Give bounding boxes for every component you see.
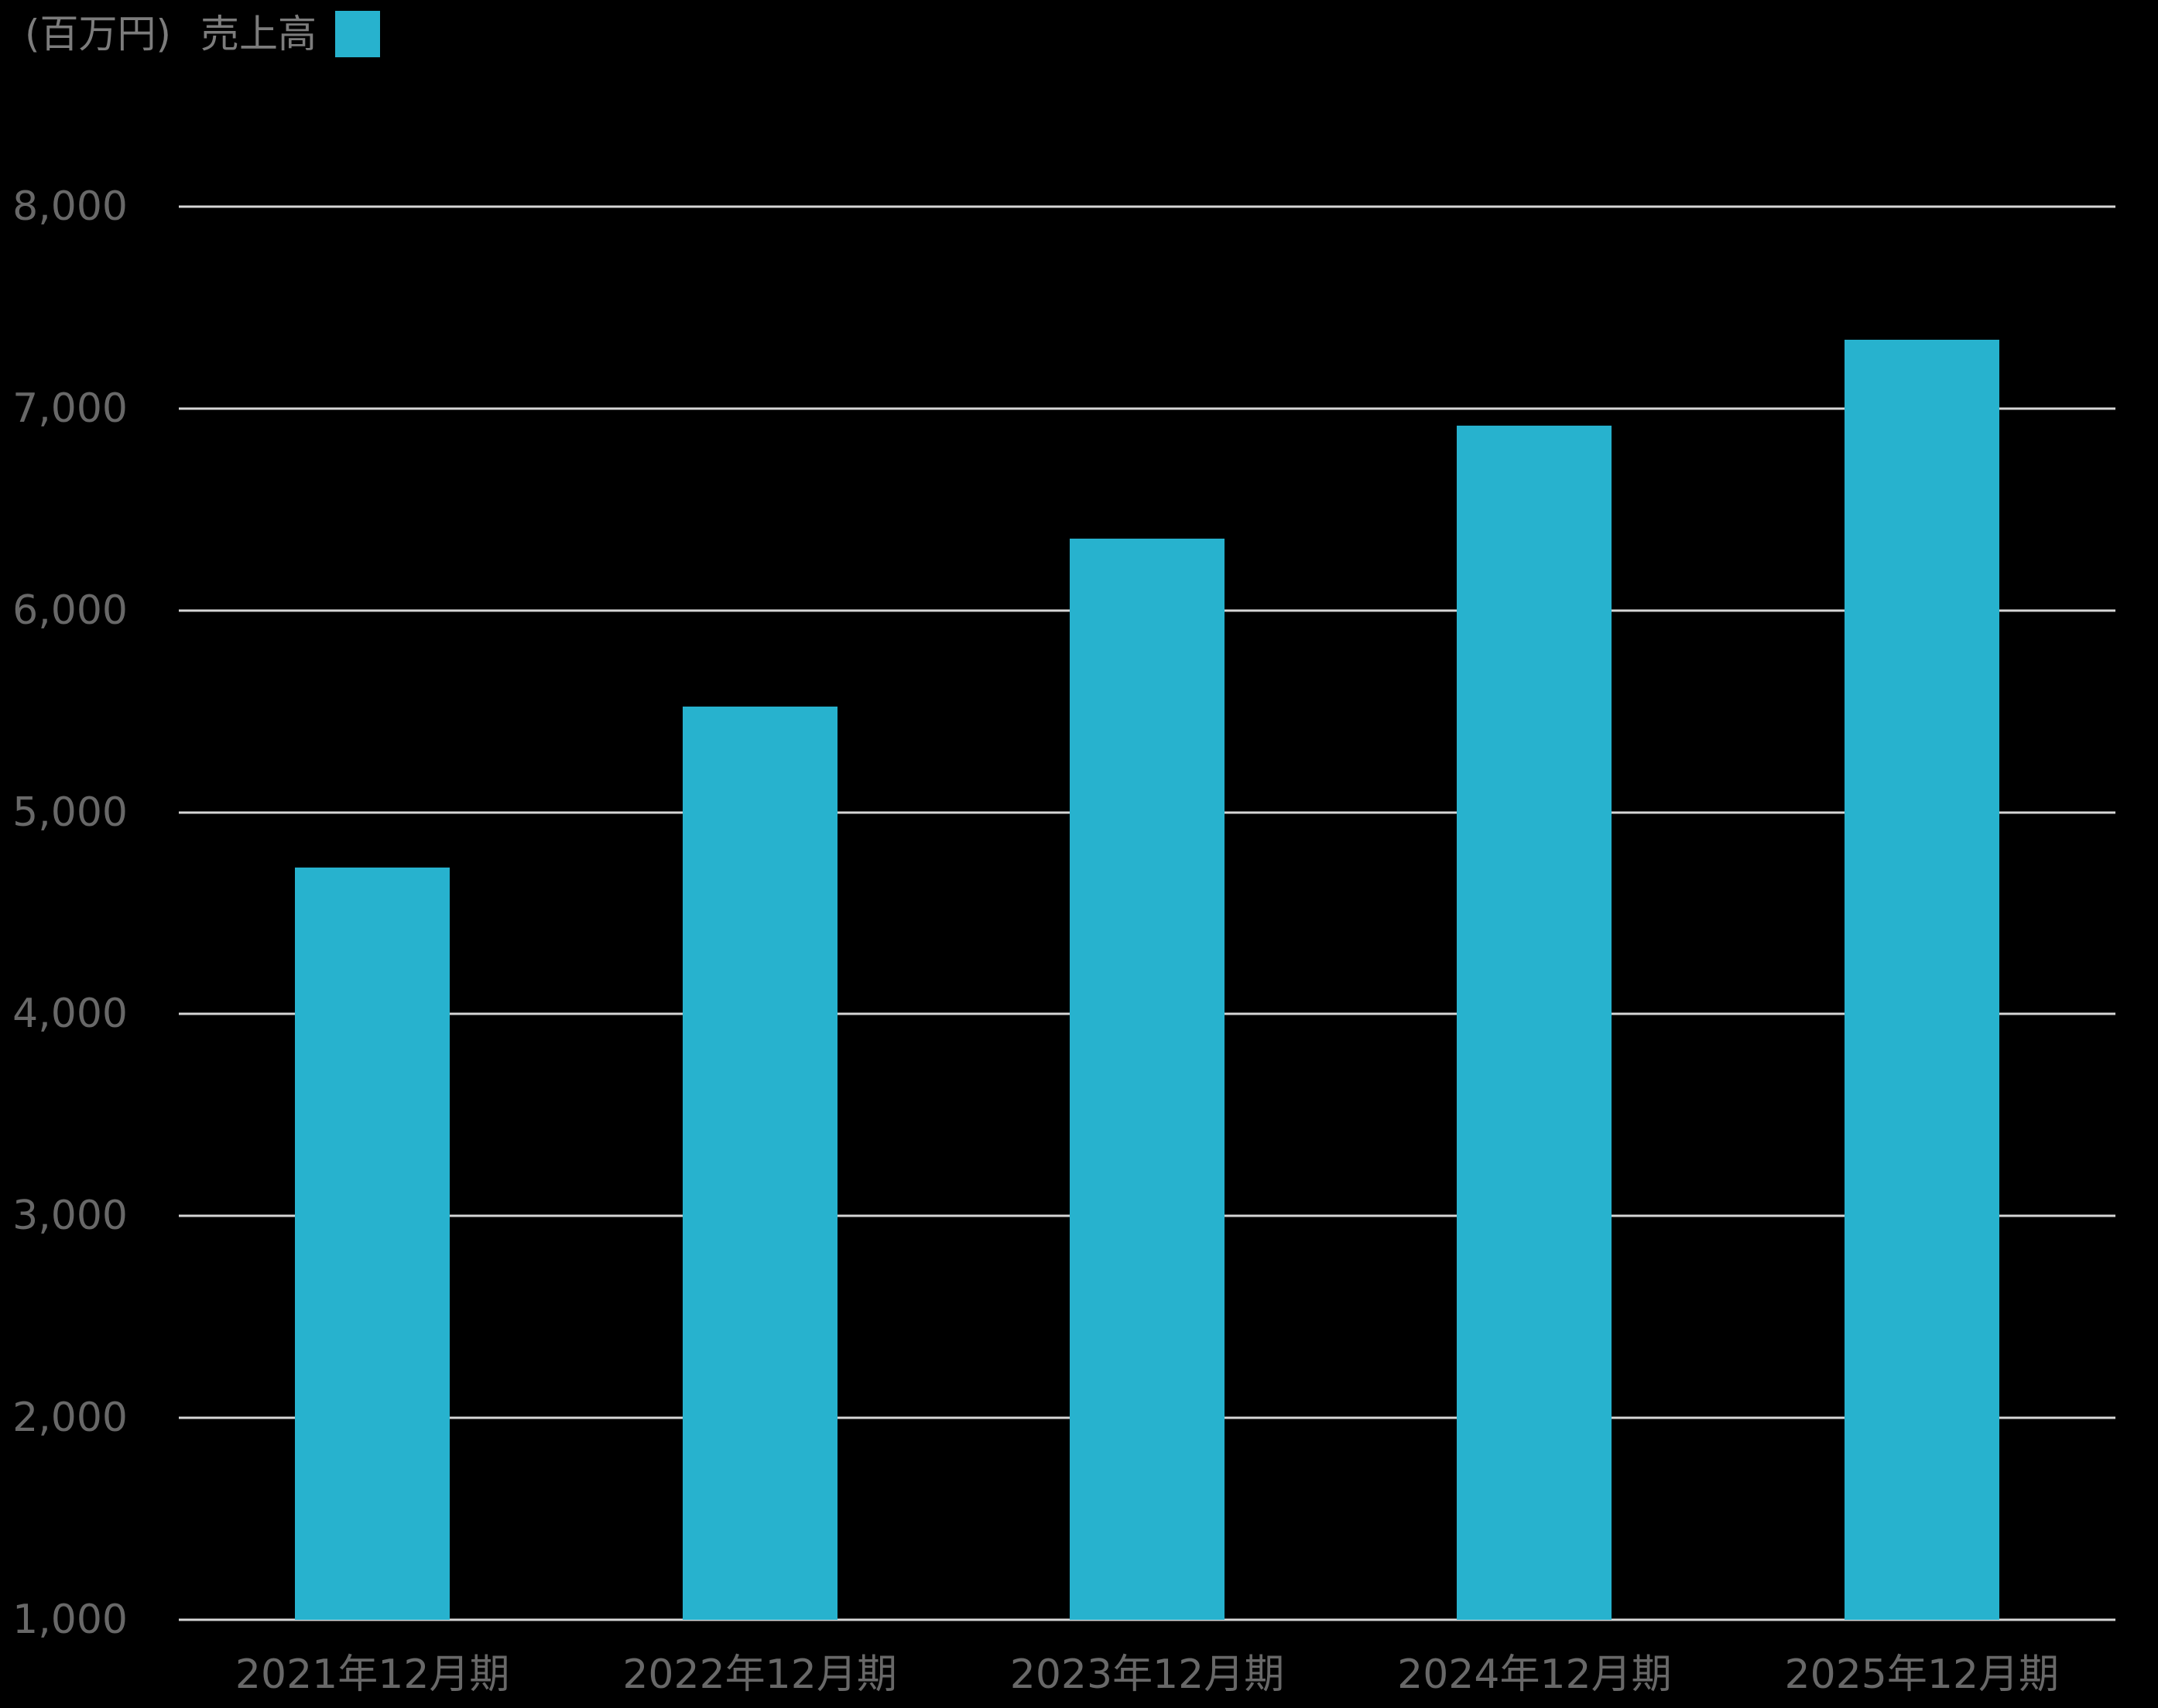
bar-2021年12月期 xyxy=(295,868,450,1620)
gridline-7000 xyxy=(179,407,2115,410)
gridline-1000 xyxy=(179,1618,2115,1621)
y-tick-label-8000: 8,000 xyxy=(12,183,128,230)
y-tick-label-3000: 3,000 xyxy=(12,1193,128,1240)
bar-2022年12月期 xyxy=(682,706,838,1620)
plot-area xyxy=(179,205,2115,1621)
legend-color-swatch xyxy=(335,11,381,57)
bar-2023年12月期 xyxy=(1070,539,1225,1620)
legend-series-label: 売上高 xyxy=(200,12,317,56)
y-axis: 8,000 7,000 6,000 5,000 4,000 3,000 2,000 1,000 xyxy=(0,187,128,1640)
y-tick-label-2000: 2,000 xyxy=(12,1395,128,1442)
y-tick-label-5000: 5,000 xyxy=(12,789,128,836)
y-tick-label-6000: 6,000 xyxy=(12,587,128,634)
y-tick-label-7000: 7,000 xyxy=(12,385,128,432)
bar-2024年12月期 xyxy=(1457,426,1612,1620)
gridline-8000 xyxy=(179,205,2115,208)
x-tick-label-2025年12月期: 2025年12月期 xyxy=(1784,1652,2060,1698)
y-tick-label-4000: 4,000 xyxy=(12,991,128,1038)
x-tick-label-2021年12月期: 2021年12月期 xyxy=(235,1652,510,1698)
axis-unit-label: (百万円) xyxy=(25,12,172,56)
y-tick-label-1000: 1,000 xyxy=(12,1597,128,1643)
x-tick-label-2024年12月期: 2024年12月期 xyxy=(1397,1652,1672,1698)
x-tick-label-2022年12月期: 2022年12月期 xyxy=(622,1652,897,1698)
bar-2025年12月期 xyxy=(1844,340,1999,1620)
chart-legend: (百万円) 売上高 xyxy=(25,9,381,59)
x-tick-label-2023年12月期: 2023年12月期 xyxy=(1009,1652,1285,1698)
